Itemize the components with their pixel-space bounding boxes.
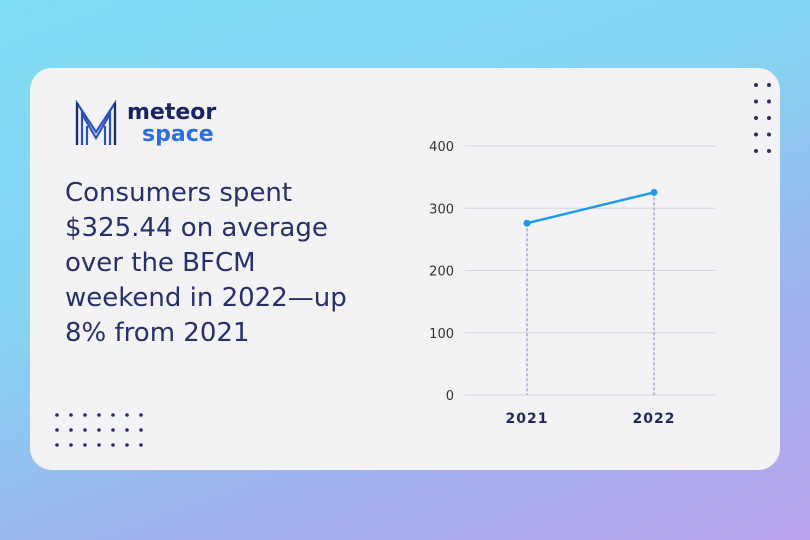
dot — [55, 413, 59, 417]
dot — [69, 428, 73, 432]
dot — [754, 132, 758, 137]
y-tick-label: 400 — [429, 140, 454, 155]
y-tick-label: 100 — [429, 327, 454, 342]
dot — [111, 428, 115, 432]
x-tick-label: 2021 — [506, 411, 549, 427]
dot — [83, 413, 87, 417]
logo-text: meteor — [127, 100, 216, 125]
dot — [125, 413, 129, 417]
dot — [83, 428, 87, 432]
dot — [69, 443, 73, 447]
dot — [767, 132, 771, 137]
dot — [754, 99, 758, 104]
y-tick-label: 200 — [429, 265, 454, 280]
y-tick-label: 0 — [446, 389, 454, 404]
dot — [767, 149, 771, 153]
decoration — [55, 83, 771, 447]
line — [526, 191, 655, 225]
dot — [125, 443, 129, 447]
dot — [767, 83, 771, 87]
dot — [139, 443, 143, 447]
dot — [754, 83, 758, 87]
dot — [111, 443, 115, 447]
dot — [754, 149, 758, 153]
dot — [83, 443, 87, 447]
headline: Consumers spent $325.44 on average over … — [65, 178, 347, 348]
dot — [767, 116, 771, 120]
y-tick-label: 300 — [429, 202, 454, 217]
dot — [767, 99, 771, 104]
dot — [69, 413, 73, 417]
logo-icon — [75, 99, 117, 145]
card — [30, 68, 780, 470]
point — [523, 219, 531, 227]
logo-text: space — [142, 122, 214, 147]
point — [650, 188, 658, 196]
dot — [754, 116, 758, 120]
dot — [97, 443, 101, 447]
dot — [55, 428, 59, 432]
dot — [139, 413, 143, 417]
dot — [139, 428, 143, 432]
dot — [97, 413, 101, 417]
dot — [111, 413, 115, 417]
dot — [125, 428, 129, 432]
x-tick-label: 2022 — [633, 411, 676, 427]
dot — [97, 428, 101, 432]
dot — [55, 443, 59, 447]
